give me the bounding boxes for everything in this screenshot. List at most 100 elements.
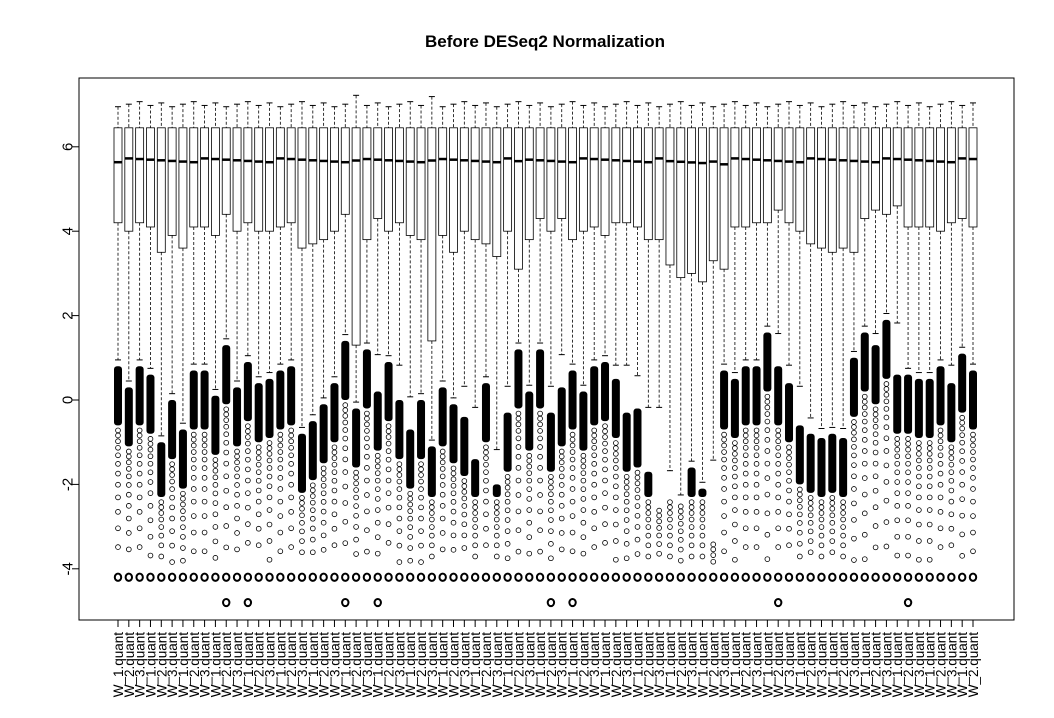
x-tick-label: W_1.quant	[890, 632, 905, 698]
outlier-point	[829, 538, 836, 544]
outlier-dense-band	[774, 366, 783, 426]
box-iqr	[135, 127, 145, 224]
outlier-dense-band	[114, 366, 122, 426]
box-iqr	[968, 127, 978, 228]
outlier-point	[364, 548, 370, 555]
outlier-point	[201, 436, 208, 443]
outlier-point	[472, 524, 478, 530]
outlier-point	[364, 415, 370, 422]
outlier-point	[688, 516, 695, 523]
outlier-point	[320, 532, 327, 539]
outlier-point	[201, 498, 208, 505]
outlier-floor-cluster	[503, 572, 512, 582]
outlier-point	[320, 547, 327, 553]
outlier-point	[970, 456, 976, 463]
box-iqr	[687, 127, 697, 274]
outlier-point	[656, 525, 662, 531]
outlier-point	[775, 438, 781, 445]
outlier-point	[580, 470, 587, 476]
outlier-point	[169, 515, 175, 522]
outlier-point	[342, 407, 349, 413]
box-iqr	[882, 127, 891, 215]
outlier-point	[158, 499, 165, 505]
outlier-point	[948, 525, 955, 532]
outlier-point	[212, 524, 219, 530]
x-tick-label: W_3.quant	[944, 632, 959, 698]
x-tick-label: W_1.quant	[923, 632, 938, 698]
outlier-point	[537, 548, 543, 555]
box-iqr	[330, 127, 339, 232]
outlier-point	[786, 455, 792, 461]
outlier-point	[753, 461, 760, 467]
outlier-point	[948, 511, 955, 518]
outlier-point	[504, 507, 511, 514]
box-sample	[708, 106, 718, 582]
outlier-dense-band	[752, 366, 761, 426]
box-iqr	[589, 127, 599, 228]
outlier-point	[872, 449, 879, 456]
outlier-point	[255, 444, 262, 451]
outlier-point	[396, 472, 403, 478]
outlier-point	[277, 456, 284, 463]
outlier-point	[699, 516, 706, 523]
outlier-point	[537, 508, 543, 515]
outlier-point	[591, 509, 598, 515]
outlier-point	[483, 525, 489, 532]
outlier-point	[851, 436, 857, 443]
outlier-floor-cluster	[265, 572, 274, 582]
box-iqr	[492, 127, 502, 257]
box-iqr	[384, 127, 393, 232]
outlier-point	[223, 487, 230, 494]
box-iqr	[156, 127, 166, 253]
outlier-point	[786, 461, 792, 468]
x-tick-label: W_3.quant	[230, 632, 245, 698]
outlier-point	[504, 517, 511, 523]
outlier-point	[764, 411, 771, 417]
outlier-floor-cluster	[470, 572, 480, 582]
box-sample	[611, 103, 621, 582]
outlier-point	[602, 456, 608, 463]
outlier-floor-cluster	[579, 572, 588, 582]
box-sample	[946, 101, 956, 582]
y-tick-label: -2	[60, 478, 77, 491]
outlier-point	[959, 469, 965, 475]
outlier-point	[591, 438, 598, 445]
outlier-floor-cluster	[146, 572, 155, 582]
outlier-point	[493, 553, 500, 560]
outlier-point	[266, 483, 273, 490]
outlier-point	[634, 503, 641, 509]
outlier-point	[797, 511, 803, 518]
outlier-point	[764, 398, 771, 405]
box-iqr	[503, 127, 513, 232]
outlier-point	[537, 527, 543, 534]
box-iqr	[643, 127, 653, 241]
outlier-dense-band	[849, 357, 858, 417]
outlier-point	[418, 504, 424, 511]
outlier-point	[310, 515, 316, 522]
outlier-extreme	[341, 597, 350, 608]
outlier-dense-band	[622, 412, 631, 472]
outlier-point	[374, 463, 381, 470]
outlier-floor-cluster	[384, 572, 393, 582]
outlier-point	[764, 510, 771, 517]
outlier-point	[742, 432, 749, 439]
outlier-dense-band	[395, 400, 404, 460]
outlier-point	[970, 513, 976, 519]
box-sample	[297, 101, 307, 582]
outlier-point	[970, 548, 976, 555]
outlier-point	[916, 457, 922, 464]
x-tick-label: W_2.quant	[934, 632, 949, 698]
box-sample	[427, 96, 437, 582]
outlier-dense-band	[135, 366, 144, 426]
outlier-dense-band	[384, 362, 393, 422]
outlier-point	[472, 499, 478, 505]
outlier-point	[364, 410, 370, 417]
x-tick-label: W_1.quant	[306, 632, 321, 698]
x-tick-label: W_2.quant	[479, 632, 494, 698]
chart-title: Before DESeq2 Normalization	[425, 32, 665, 51]
outlier-point	[190, 449, 197, 455]
outlier-point	[255, 455, 262, 461]
outlier-floor-cluster	[113, 572, 123, 582]
outlier-floor-cluster	[936, 572, 945, 582]
outlier-dense-band	[514, 349, 523, 409]
